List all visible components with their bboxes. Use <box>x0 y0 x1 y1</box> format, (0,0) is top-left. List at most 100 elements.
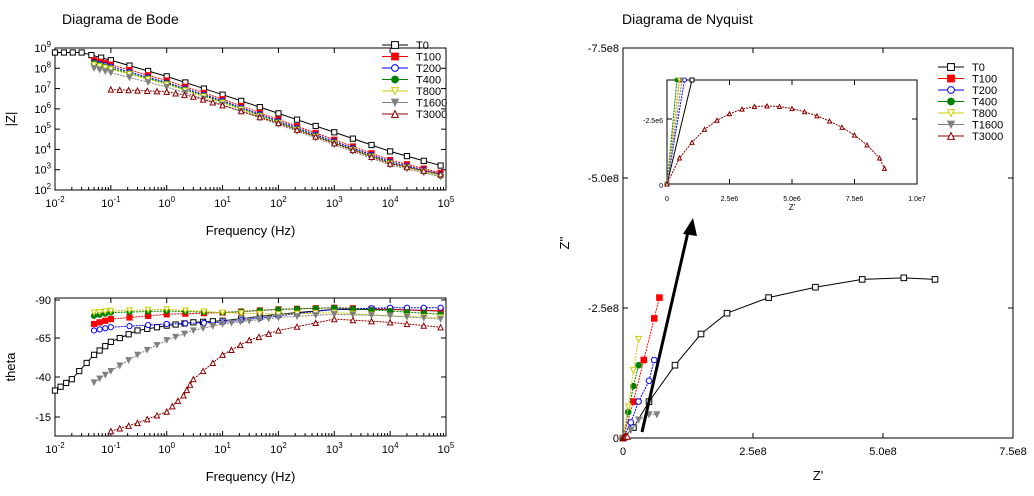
bode-phase-point-T3000 <box>245 336 253 344</box>
bode-phase-point-T1600 <box>101 371 109 379</box>
nyquist-point-T0 <box>931 276 939 283</box>
bode-phase-point-T1600 <box>293 313 301 321</box>
bode-phase-point-T1600 <box>228 319 235 327</box>
nyquist-title: Diagrama de Nyquist <box>622 11 753 27</box>
bode-magnitude-legend-marker-T800 <box>390 87 400 96</box>
bode-phase-point-T1600 <box>386 312 394 320</box>
bode-magnitude-series-T200 <box>93 61 441 175</box>
bode-magnitude-point-T0 <box>437 162 444 169</box>
nyquist-inset-xtick-label: 2.5e6 <box>721 196 739 203</box>
bode-phase-point-T200 <box>90 327 98 334</box>
bode-phase-point-T3000 <box>183 386 191 394</box>
bode-phase-point-T800 <box>163 306 171 314</box>
bode-magnitude-legend-label-T3000: T3000 <box>416 109 447 121</box>
bode-magnitude-point-T3000 <box>134 86 141 94</box>
bode-phase-point-T0 <box>153 324 161 331</box>
bode-magnitude-point-T3000 <box>237 107 245 115</box>
nyquist-inset-point-T3000 <box>876 154 883 161</box>
bode-phase-point-T0 <box>190 319 197 326</box>
bode-magnitude-xtick-label: 10-2 <box>45 195 64 210</box>
bode-magnitude-legend-marker-T1600 <box>390 98 400 108</box>
bode-phase-point-T0 <box>172 321 179 328</box>
nyquist-inset-ytick-label: 0 <box>659 183 663 190</box>
nyquist-inset-point-T3000 <box>676 154 683 161</box>
nyquist-point-T200 <box>635 398 642 405</box>
zoom-arrow-head <box>683 218 697 236</box>
bode-phase-point-T100 <box>96 319 103 326</box>
bode-magnitude-point-T3000 <box>256 113 264 121</box>
nyquist-inset-point-T1600 <box>679 77 685 84</box>
bode-phase-point-T800 <box>256 310 264 318</box>
nyquist-ylabel: Z'' <box>557 237 572 250</box>
bode-magnitude-point-T800 <box>90 61 98 69</box>
bode-phase-point-T3000 <box>236 341 244 349</box>
nyquist-xlabel: Z' <box>813 468 823 483</box>
bode-phase-point-T3000 <box>134 419 141 427</box>
nyquist-legend-label-T400: T400 <box>972 97 997 109</box>
bode-phase-point-T3000 <box>174 397 182 404</box>
bode-phase-point-T200 <box>437 304 444 311</box>
nyquist-xtick-label: 2.5e8 <box>739 446 767 458</box>
bode-magnitude-series-T100 <box>93 59 441 174</box>
bode-magnitude-legend-marker-T3000 <box>390 109 400 118</box>
bode-magnitude-point-T1600 <box>163 83 171 91</box>
bode-magnitude-point-T1600 <box>144 79 152 86</box>
bode-phase-xtick-label: 104 <box>382 441 399 456</box>
bode-magnitude-point-T0 <box>331 129 338 136</box>
nyquist-point-T200 <box>645 377 653 385</box>
bode-magnitude-point-T3000 <box>312 132 320 140</box>
nyquist-inset-plot-frame <box>666 79 918 185</box>
bode-phase-point-T1600 <box>403 313 411 321</box>
nyquist-point-T200 <box>650 356 658 364</box>
bode-magnitude-point-T3000 <box>143 87 151 95</box>
nyquist-point-T3000 <box>623 432 632 440</box>
bode-phase-point-T200 <box>107 324 114 331</box>
bode-phase-point-T1600 <box>96 375 104 383</box>
bode-magnitude-point-T0 <box>368 141 375 149</box>
bode-phase-point-T0 <box>90 351 98 358</box>
nyquist-xtick-label: 0 <box>620 446 626 458</box>
bode-phase-point-T1600 <box>107 367 115 375</box>
nyquist-inset: 0 2.5e6 5.0e6 7.5e6 1.0e7 0 -2.5e6 Z' <box>643 77 926 212</box>
bode-phase-chart: 10-2 10-1 100 101 102 103 104 105 -90 -65 -40 -15 Fr… <box>3 295 455 484</box>
bode-phase-xlabel: Frequency (Hz) <box>206 469 296 484</box>
bode-magnitude-point-T1600 <box>101 68 109 76</box>
nyquist-inset-point-T3000 <box>701 126 708 132</box>
bode-magnitude-ytick-label: 106 <box>34 101 51 116</box>
nyquist-point-T1600 <box>627 426 635 435</box>
bode-phase-point-T3000 <box>420 321 428 329</box>
bode-magnitude-ytick-label: 107 <box>34 81 51 96</box>
bode-phase-point-T800 <box>275 311 282 318</box>
bode-phase-point-T0 <box>107 338 114 345</box>
bode-phase-point-T3000 <box>116 424 124 432</box>
bode-phase-point-T1600 <box>312 312 320 320</box>
bode-magnitude-point-T3000 <box>349 146 357 154</box>
bode-phase-point-T1600 <box>125 357 133 364</box>
bode-magnitude-legend-marker-T100 <box>391 52 399 61</box>
bode-phase-point-T1600 <box>245 317 253 325</box>
nyquist-point-T400 <box>635 361 642 369</box>
bode-magnitude-xtick-label: 103 <box>326 195 343 210</box>
bode-phase-point-T0 <box>116 334 123 342</box>
bode-phase-point-T3000 <box>330 315 338 323</box>
nyquist-point-T800 <box>629 367 638 375</box>
nyquist-ytick-label: -5.0e8 <box>588 173 619 185</box>
bode-phase-point-T3000 <box>312 319 320 326</box>
nyquist-point-T0 <box>697 330 705 338</box>
nyquist-inset-series-T200 <box>666 79 685 185</box>
bode-phase-ytick-label: -65 <box>35 333 51 345</box>
bode-phase-point-T800 <box>101 308 109 316</box>
bode-phase-point-T800 <box>200 308 208 316</box>
bode-magnitude-legend-label-T400: T400 <box>416 75 441 87</box>
bode-magnitude-point-T3000 <box>368 153 375 160</box>
bode-phase-point-T1600 <box>181 330 188 338</box>
bode-magnitude-legend-marker-T200 <box>391 64 399 72</box>
nyquist-legend-label-T1600: T1600 <box>972 120 1003 132</box>
bode-phase-ytick-label: -90 <box>35 295 51 307</box>
bode-phase-point-T800 <box>126 307 133 315</box>
bode-magnitude-point-T3000 <box>219 101 226 109</box>
bode-magnitude-point-T3000 <box>209 98 217 106</box>
bode-magnitude-point-T3000 <box>437 170 444 178</box>
bode-magnitude-point-T0 <box>88 51 95 59</box>
